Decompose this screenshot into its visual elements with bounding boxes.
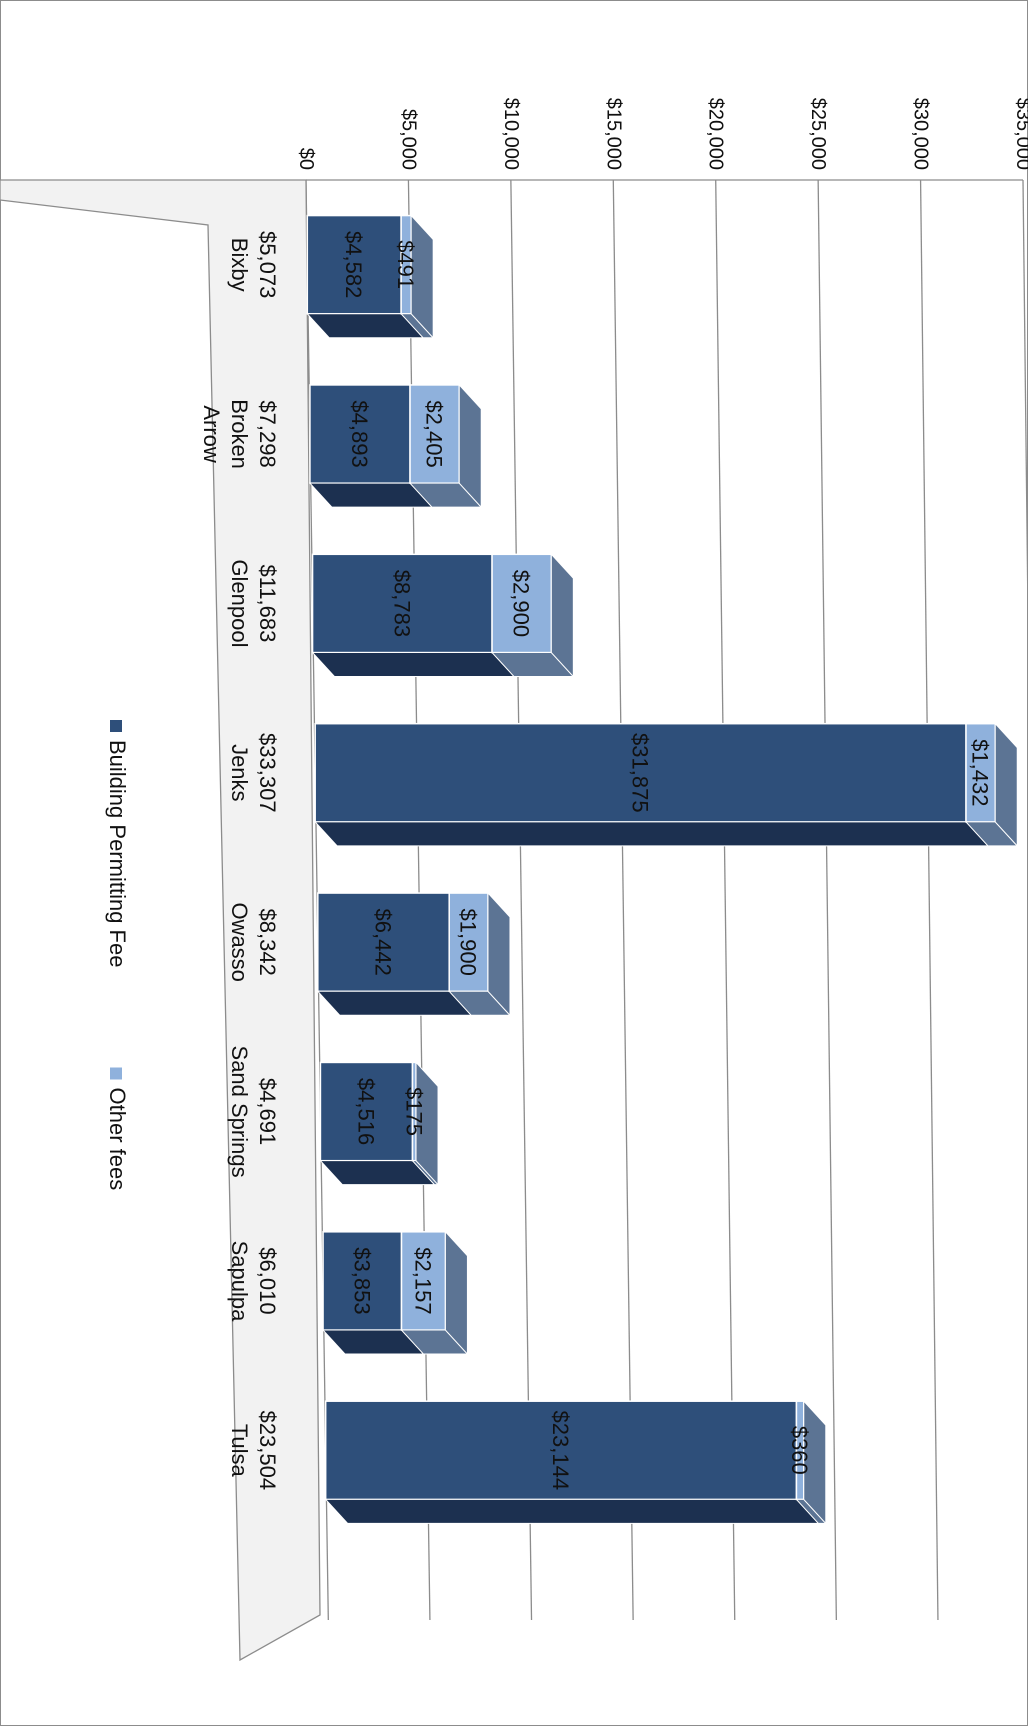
bar-side-building-permitting-fee-glenpool <box>311 652 516 678</box>
bar-top-glenpool <box>550 553 574 678</box>
data-label-building-permitting-fee: $8,783 <box>389 570 414 637</box>
data-labels: $4,582 $491 $4,893 $2,405 $8,783 $2,900 $31,87… <box>341 231 992 1490</box>
data-label-building-permitting-fee: $3,853 <box>349 1247 374 1314</box>
data-label-other-fees: $175 <box>401 1087 426 1136</box>
bar-top-broken-arrow <box>458 383 482 509</box>
category-label: Sand Springs <box>227 1046 252 1178</box>
data-label-building-permitting-fee: $23,144 <box>548 1411 573 1491</box>
y-tick-label: $30,000 <box>910 98 932 170</box>
bar-top-sand-springs <box>415 1061 439 1186</box>
y-axis-tick-labels: $0 $5,000 $10,000 $15,000 $20,000 $25,000 $30,… <box>295 98 1028 170</box>
category-label: Sapulpa <box>227 1241 252 1323</box>
bar-top-sapulpa <box>444 1230 468 1356</box>
category-total-label: $11,683 <box>255 564 280 642</box>
data-label-other-fees: $2,157 <box>410 1247 435 1314</box>
category-label: Bixby <box>227 238 252 292</box>
legend-swatch-other-fees <box>110 1067 122 1080</box>
category-label: Glenpool <box>227 559 252 647</box>
y-tick-label: $35,000 <box>1012 98 1028 170</box>
y-tick-label: $25,000 <box>807 98 829 170</box>
data-label-other-fees: $360 <box>787 1426 812 1475</box>
data-label-building-permitting-fee: $4,582 <box>341 231 366 298</box>
legend-label-building-permitting-fee: Building Permitting Fee <box>105 740 130 967</box>
gridline <box>919 179 939 1621</box>
gridline <box>1022 179 1028 1621</box>
gridline <box>715 179 736 1621</box>
legend-label-other-fees: Other fees <box>105 1088 130 1191</box>
bars <box>306 214 1019 1525</box>
category-label: Tulsa <box>227 1424 252 1478</box>
category-total-label: $6,010 <box>255 1247 280 1314</box>
bar-side-building-permitting-fee-jenks <box>314 821 990 847</box>
y-tick-label: $20,000 <box>705 98 727 170</box>
data-label-building-permitting-fee: $6,442 <box>371 909 396 976</box>
y-tick-label: $10,000 <box>500 98 522 170</box>
y-tick-label: $5,000 <box>397 109 419 170</box>
data-label-other-fees: $491 <box>393 240 418 289</box>
category-total-label: $5,073 <box>255 231 280 298</box>
data-label-building-permitting-fee: $4,516 <box>353 1078 378 1145</box>
gridline <box>510 179 533 1621</box>
bar-top-jenks <box>994 722 1018 848</box>
bar-side-building-permitting-fee-owasso <box>316 990 473 1016</box>
gridline <box>817 179 837 1621</box>
data-label-other-fees: $1,432 <box>968 739 993 806</box>
category-label: Arrow <box>199 405 224 463</box>
legend-swatch-building-permitting-fee <box>110 720 122 732</box>
category-label: Jenks <box>227 744 252 801</box>
bar-top-owasso <box>487 891 511 1017</box>
y-tick-label: $0 <box>295 148 317 170</box>
category-label: Broken <box>227 399 252 469</box>
data-label-other-fees: $1,900 <box>456 909 481 976</box>
category-total-label: $8,342 <box>255 909 280 976</box>
bar-side-building-permitting-fee-tulsa <box>324 1498 820 1524</box>
data-label-other-fees: $2,900 <box>509 570 534 637</box>
data-label-building-permitting-fee: $4,893 <box>347 400 372 467</box>
category-label: Owasso <box>227 902 252 981</box>
y-tick-label: $15,000 <box>602 98 624 170</box>
legend: Building Permitting Fee Other fees <box>105 720 130 1190</box>
data-label-building-permitting-fee: $31,875 <box>628 733 653 813</box>
gridline <box>612 179 634 1621</box>
category-total-label: $23,504 <box>255 1411 280 1491</box>
category-total-label: $7,298 <box>255 400 280 467</box>
category-total-label: $33,307 <box>255 733 280 813</box>
category-total-label: $4,691 <box>255 1078 280 1145</box>
data-label-other-fees: $2,405 <box>422 400 447 467</box>
bar-top-tulsa <box>803 1399 827 1525</box>
floor <box>0 179 321 1662</box>
chart-walls <box>0 179 1023 1662</box>
bar-top-bixby <box>410 214 434 340</box>
